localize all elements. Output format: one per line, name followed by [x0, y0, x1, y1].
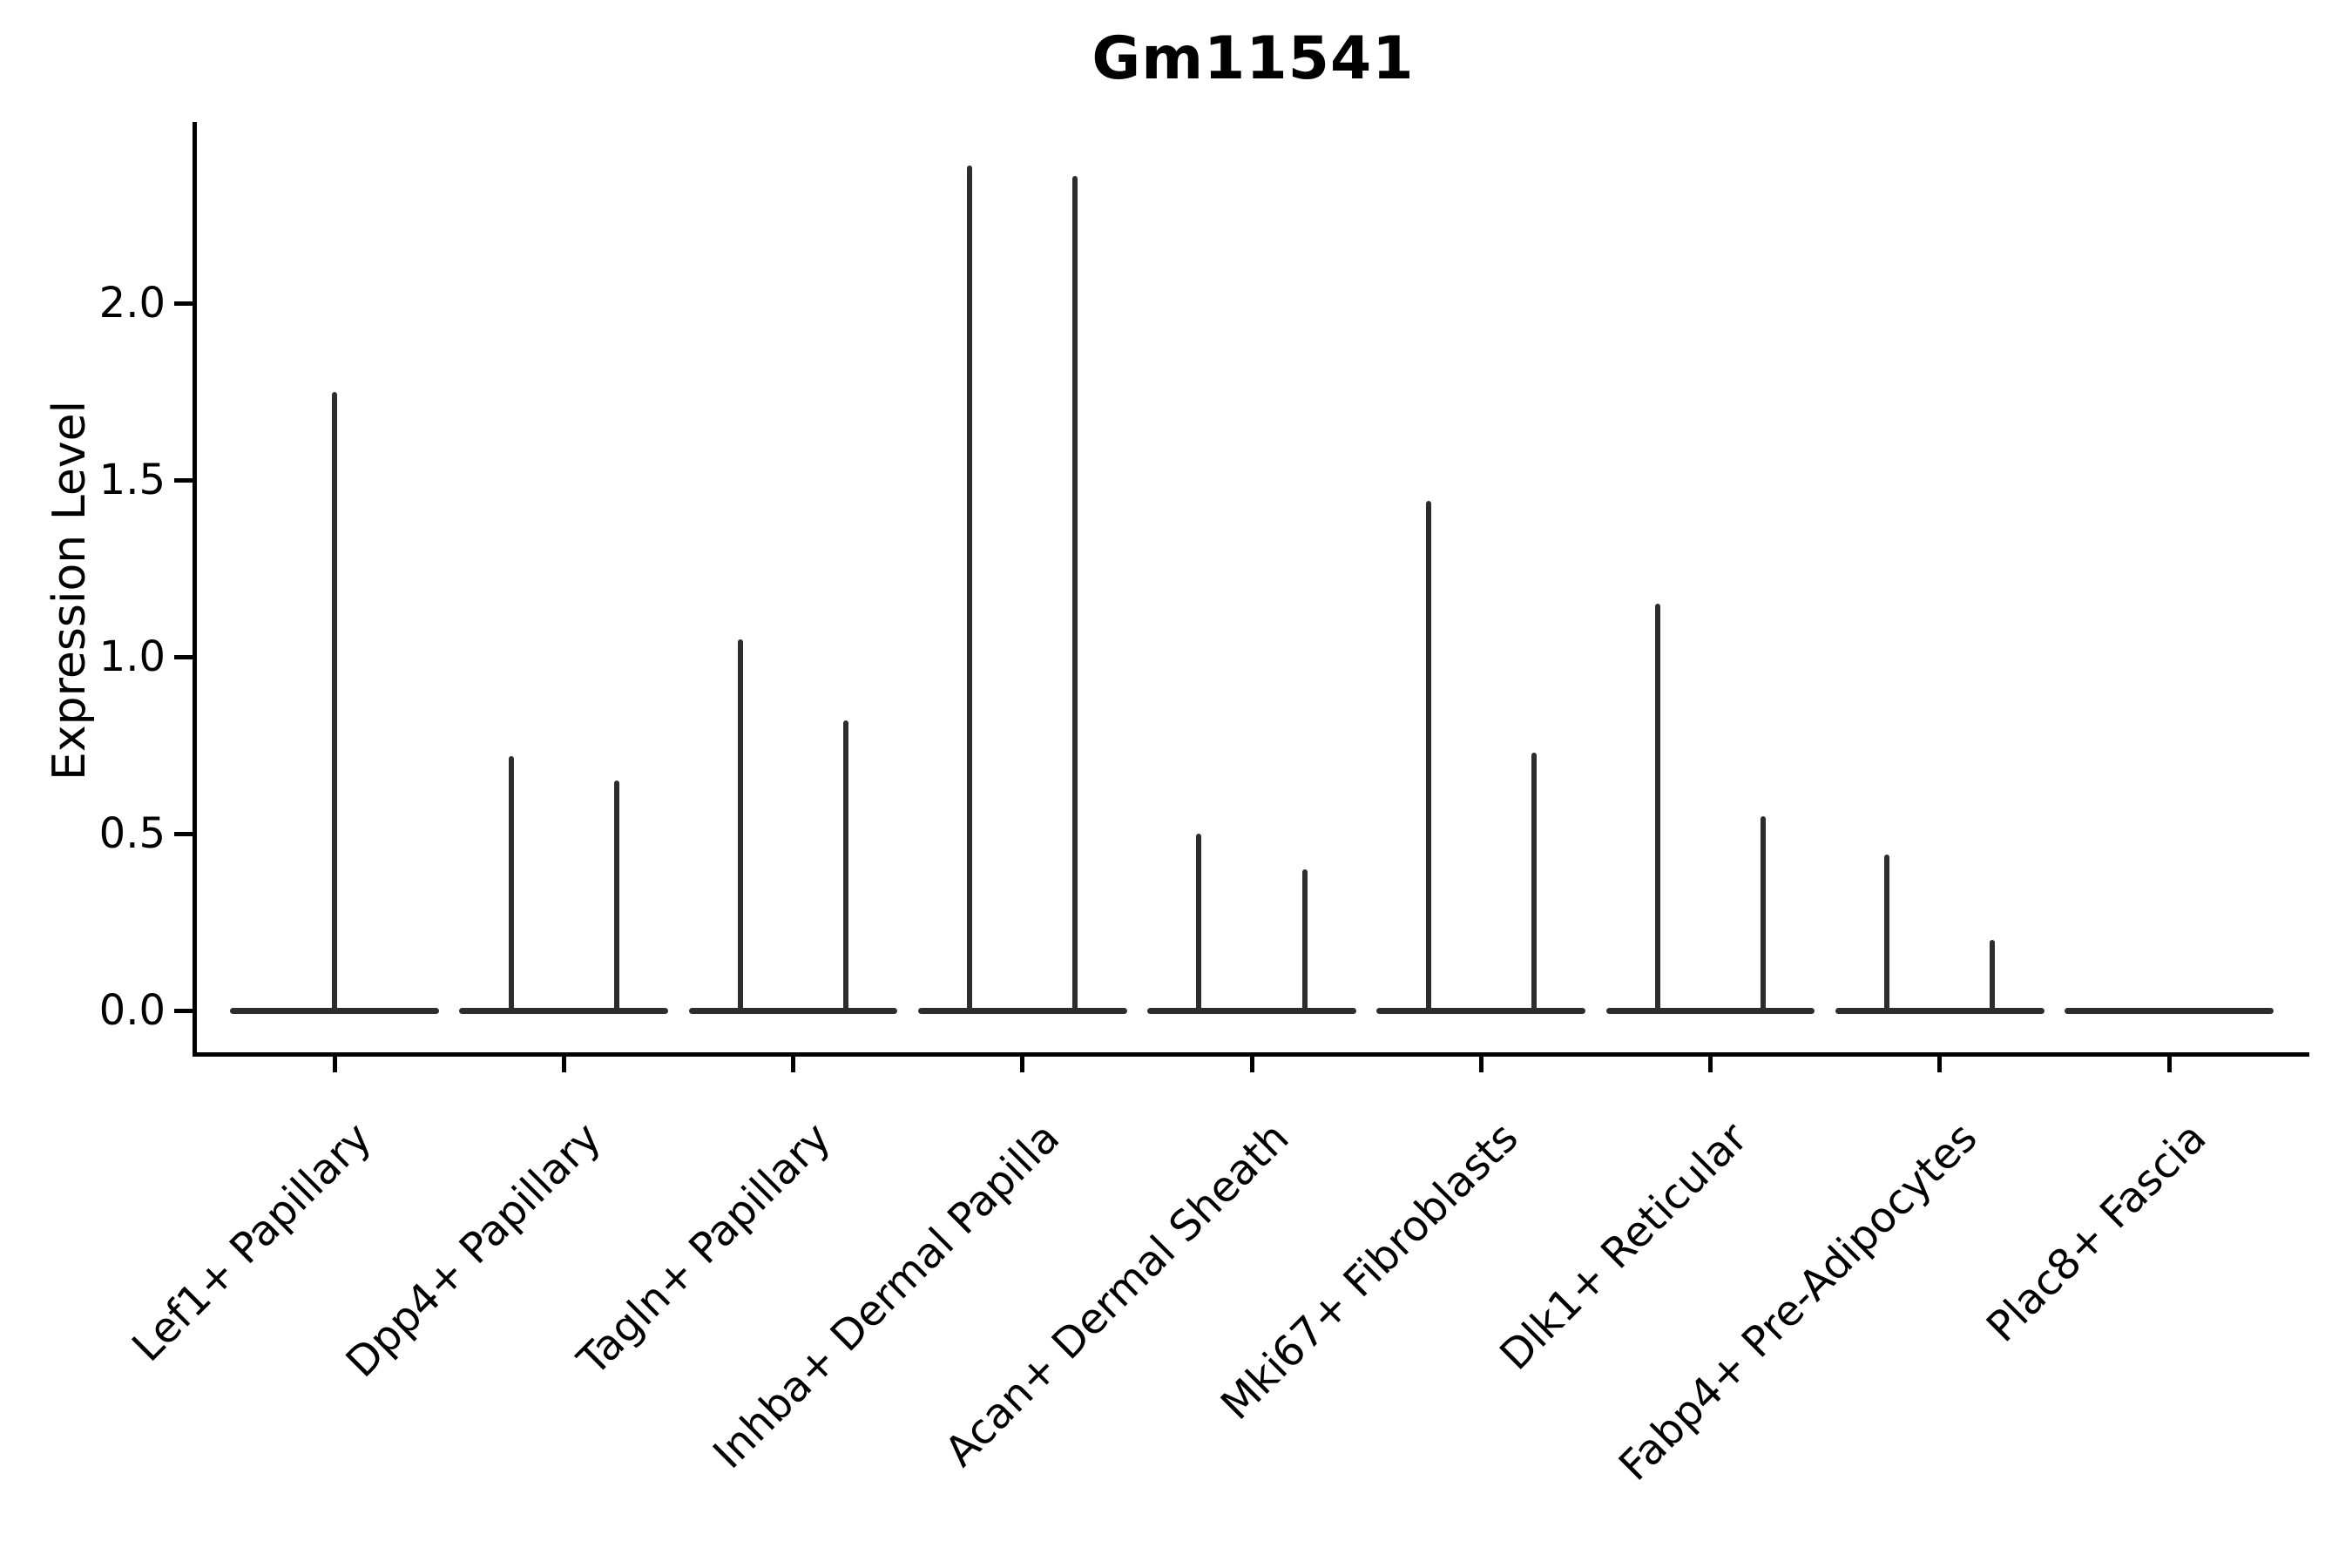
violin-baseline [1376, 1007, 1586, 1014]
x-tick-label: Dlk1+ Reticular [1490, 1113, 1758, 1380]
x-tick-mark [791, 1052, 795, 1072]
x-tick-label: Tagln+ Papillary [568, 1113, 841, 1385]
violin-spike [1531, 752, 1537, 1010]
violin-spike [843, 720, 849, 1010]
y-tick-label: 0.0 [98, 986, 166, 1035]
y-tick-mark [174, 831, 193, 836]
y-axis-spine [193, 122, 197, 1057]
y-tick-label: 2.0 [98, 279, 166, 328]
y-tick-label: 0.5 [98, 809, 166, 858]
chart-title: Gm11541 [1092, 24, 1415, 93]
y-tick-label: 1.5 [98, 456, 166, 504]
violin-spike [967, 165, 973, 1010]
violin-baseline [1605, 1007, 1815, 1014]
violin-baseline [1147, 1007, 1356, 1014]
violin-baseline [917, 1007, 1127, 1014]
violin-spike [1761, 815, 1767, 1010]
y-tick-mark [174, 1008, 193, 1013]
violin-baseline [459, 1007, 669, 1014]
x-tick-mark [332, 1052, 337, 1072]
violin-spike [1990, 939, 1996, 1010]
violin-baseline [1835, 1007, 2044, 1014]
violin-baseline [230, 1007, 439, 1014]
y-tick-mark [174, 301, 193, 306]
violin-spike [613, 781, 619, 1010]
x-tick-mark [1478, 1052, 1484, 1072]
violin-spike [508, 755, 514, 1010]
violin-spike [332, 391, 337, 1010]
x-tick-mark [1937, 1052, 1943, 1072]
violin-spike [1884, 855, 1890, 1010]
violin-baseline [2065, 1007, 2274, 1014]
violin-spike [1072, 175, 1078, 1010]
y-tick-mark [174, 477, 193, 483]
violin-baseline [688, 1007, 898, 1014]
x-tick-label: Lef1+ Papillary [123, 1113, 382, 1371]
violin-spike [1654, 604, 1660, 1010]
x-tick-mark [2166, 1052, 2172, 1072]
x-tick-label: Dpp4+ Papillary [336, 1113, 611, 1388]
y-tick-mark [174, 654, 193, 659]
violin-spike [737, 639, 743, 1010]
violin-spike [1425, 501, 1431, 1010]
x-tick-mark [561, 1052, 566, 1072]
violin-spike [1196, 834, 1202, 1010]
violin-spike [1301, 868, 1308, 1010]
y-tick-label: 1.0 [98, 632, 166, 681]
x-tick-label: Plac8+ Fascia [1977, 1113, 2216, 1352]
x-tick-mark [1708, 1052, 1713, 1072]
x-tick-mark [1249, 1052, 1254, 1072]
plot-area: 0.0 0.5 1.0 1.5 2.0 Lef1+ Papillary Dpp4+ Pap… [99, 122, 2309, 1490]
x-tick-mark [1020, 1052, 1025, 1072]
